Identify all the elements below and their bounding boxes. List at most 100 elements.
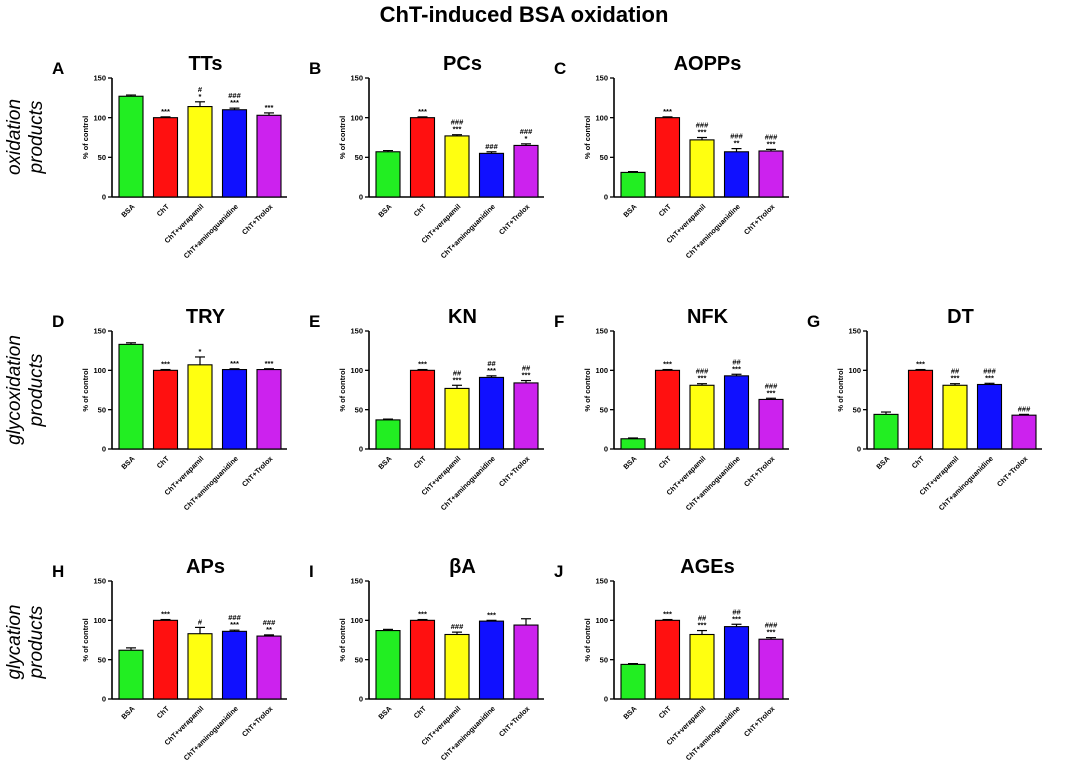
panel-letter: J [554,562,563,581]
bar-bsa [118,649,144,700]
y-tick-label: 150 [93,327,106,336]
significance-label: *** [663,610,672,619]
row-label-glycoxidation: glycoxidation [4,335,25,445]
bar-cht-verapamil [942,384,968,450]
bar-cht-verapamil [689,139,715,198]
significance-label: ### [451,622,464,631]
significance-label: *** [161,610,170,619]
y-tick-label: 50 [600,405,608,414]
y-tick-label: 100 [350,616,363,625]
category-label: BSA [874,454,891,471]
significance-label: *** [732,614,741,623]
bar-bsa [620,663,646,700]
bar-bsa [375,151,401,198]
bar-cht [654,117,681,198]
y-tick-label: 150 [93,577,106,586]
y-tick-label: 100 [595,113,608,122]
significance-label: *** [418,360,427,369]
chart-panel-a: A TTs 0 50 100 150 % of control BSA *** ChT #* ChT+… [52,53,287,260]
significance-label: ### [696,367,709,376]
y-tick-label: 100 [93,616,106,625]
significance-label: * [199,92,202,101]
y-tick-label: 0 [857,445,861,454]
significance-label: *** [418,107,427,116]
bar-cht-verapamil [187,106,213,198]
category-label: BSA [119,202,136,219]
y-tick-label: 150 [350,577,363,586]
significance-label: ## [487,359,496,368]
y-axis-label: % of control [836,368,845,411]
bar-cht [907,369,934,450]
significance-label: *** [522,371,531,380]
bar-cht-trolox [256,635,282,700]
significance-label: * [199,347,202,356]
significance-label: ### [730,132,743,141]
significance-label: ### [765,621,778,630]
bar-cht-aminoguanidine [723,626,750,700]
y-tick-label: 150 [595,327,608,336]
bar-cht-trolox [758,150,784,198]
panel-title: TTs [188,53,222,75]
y-tick-label: 50 [600,153,608,162]
category-label: ChT+Trolox [497,202,531,236]
significance-label: *** [767,388,776,397]
y-axis-label: % of control [583,368,592,411]
bar-cht [409,369,436,450]
category-label: BSA [376,454,393,471]
y-axis-label: % of control [583,116,592,159]
significance-label: *** [767,139,776,148]
y-tick-label: 50 [355,405,363,414]
y-tick-label: 50 [853,405,861,414]
category-label: BSA [119,704,136,721]
significance-label: ### [765,132,778,141]
bar-cht-verapamil [689,633,715,700]
panel-letter: F [554,312,564,331]
category-label: ChT+Trolox [742,454,776,488]
significance-label: *** [265,103,274,112]
panel-title: APs [186,556,225,578]
significance-label: *** [663,360,672,369]
bar-cht [152,369,179,450]
significance-label: ### [983,366,996,375]
y-tick-label: 50 [98,153,106,162]
row-label-oxidation-products: products [26,100,47,174]
bar-cht-aminoguanidine [723,375,750,450]
category-label: BSA [376,704,393,721]
significance-label: ### [696,121,709,130]
significance-label: *** [418,610,427,619]
bar-cht [152,619,179,700]
significance-label: ### [1018,404,1031,413]
y-tick-label: 50 [600,655,608,664]
y-tick-label: 0 [604,193,608,202]
bar-bsa [118,343,144,450]
bar-cht-aminoguanidine [221,630,248,700]
y-tick-label: 0 [604,445,608,454]
panel-title: KN [448,306,477,328]
significance-label: *** [767,628,776,637]
row-label-oxidation: oxidation [4,99,25,175]
category-label: ChT [412,454,429,471]
bar-cht-aminoguanidine [723,151,750,198]
category-label: ChT [657,202,674,219]
panel-letter: C [554,59,566,78]
y-axis-label: % of control [338,116,347,159]
category-label: ChT+Trolox [497,454,531,488]
category-label: ChT [155,454,172,471]
y-axis-label: % of control [81,618,90,661]
category-label: ChT+Trolox [742,704,776,738]
y-tick-label: 150 [350,74,363,83]
figure-title: ChT-induced BSA oxidation [380,2,669,27]
y-tick-label: 0 [359,193,363,202]
category-label: ChT+Trolox [240,454,274,488]
category-label: BSA [621,454,638,471]
significance-label: ** [734,139,740,148]
significance-label: *** [265,359,274,368]
panel-letter: B [309,59,321,78]
significance-label: *** [698,374,707,383]
panel-letter: I [309,562,314,581]
bar-cht-aminoguanidine [976,383,1003,450]
bar-cht-trolox [1011,414,1037,450]
